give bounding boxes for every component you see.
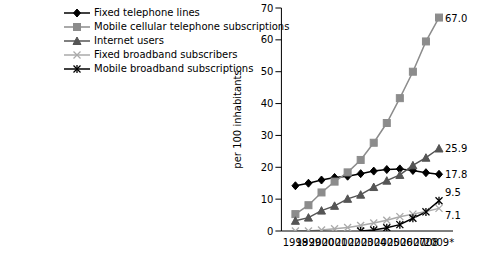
html-text:Fixed telephone lines: Fixed telephone lines — [94, 7, 200, 18]
svg-text:10: 10 — [261, 194, 274, 205]
svg-text:67.0: 67.0 — [445, 13, 467, 24]
svg-text:0: 0 — [267, 226, 273, 237]
svg-text:30: 30 — [261, 130, 274, 141]
svg-text:9.5: 9.5 — [445, 187, 461, 198]
svg-text:2009*: 2009* — [424, 237, 454, 248]
html-text:Internet users: Internet users — [94, 35, 164, 46]
html-text:Mobile broadband subscriptions: Mobile broadband subscriptions — [94, 63, 254, 74]
svg-text:25.9: 25.9 — [445, 143, 467, 154]
svg-text:70: 70 — [261, 3, 274, 14]
html-text:Fixed broadband subscribers: Fixed broadband subscribers — [94, 49, 238, 60]
svg-text:17.8: 17.8 — [445, 169, 467, 180]
svg-text:40: 40 — [261, 98, 274, 109]
svg-text:60: 60 — [261, 34, 274, 45]
svg-text:per 100 inhabitants: per 100 inhabitants — [232, 70, 243, 168]
html-text:Mobile cellular telephone subs: Mobile cellular telephone subscriptions — [94, 21, 290, 32]
svg-text:50: 50 — [261, 66, 274, 77]
svg-text:20: 20 — [261, 162, 274, 173]
svg-text:7.1: 7.1 — [445, 210, 461, 221]
